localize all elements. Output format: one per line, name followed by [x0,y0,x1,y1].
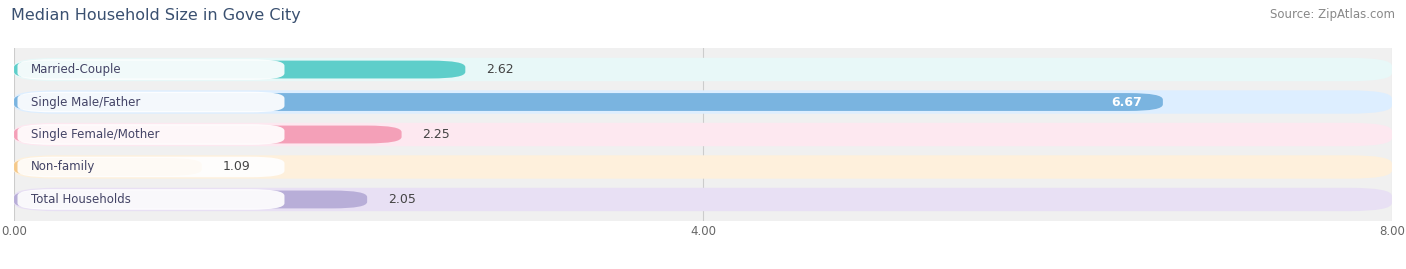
FancyBboxPatch shape [14,90,1392,114]
FancyBboxPatch shape [17,124,284,145]
Text: 6.67: 6.67 [1112,95,1142,108]
Text: Single Female/Mother: Single Female/Mother [31,128,160,141]
FancyBboxPatch shape [14,61,465,79]
Text: Non-family: Non-family [31,161,96,174]
FancyBboxPatch shape [14,155,1392,179]
Text: 2.05: 2.05 [388,193,416,206]
Text: 1.09: 1.09 [222,161,250,174]
FancyBboxPatch shape [17,189,284,210]
FancyBboxPatch shape [17,157,284,177]
FancyBboxPatch shape [14,126,402,143]
FancyBboxPatch shape [14,123,1392,146]
FancyBboxPatch shape [17,59,284,80]
FancyBboxPatch shape [14,58,1392,81]
FancyBboxPatch shape [14,158,202,176]
Text: 2.62: 2.62 [486,63,513,76]
Text: Single Male/Father: Single Male/Father [31,95,141,108]
FancyBboxPatch shape [14,93,1163,111]
Text: Source: ZipAtlas.com: Source: ZipAtlas.com [1270,8,1395,21]
Text: Married-Couple: Married-Couple [31,63,122,76]
FancyBboxPatch shape [14,190,367,208]
Text: Total Households: Total Households [31,193,131,206]
Text: Median Household Size in Gove City: Median Household Size in Gove City [11,8,301,23]
FancyBboxPatch shape [14,188,1392,211]
Text: 2.25: 2.25 [422,128,450,141]
FancyBboxPatch shape [17,92,284,112]
